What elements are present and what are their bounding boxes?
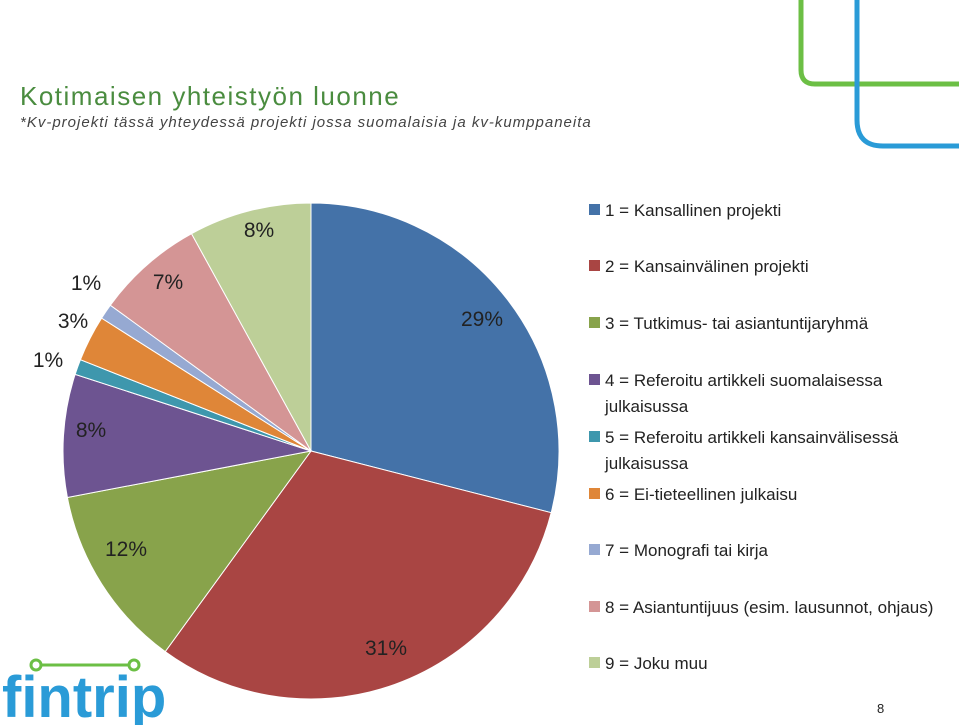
legend-label: 6 = Ei-tieteellinen julkaisu <box>605 485 798 504</box>
page-subtitle: *Kv-projekti tässä yhteydessä projekti j… <box>20 114 592 131</box>
slice-label-7: 1% <box>71 272 101 295</box>
slice-label-3: 12% <box>105 538 147 561</box>
pie-chart: 29% 31% 12% 8% 1% 3% 1% 7% 8% <box>33 202 560 700</box>
slice-label-5: 1% <box>33 349 63 372</box>
pie-slice-8 <box>109 233 312 452</box>
slice-label-2: 31% <box>365 637 407 660</box>
pie-slice-1 <box>310 202 560 514</box>
pie-slice-3 <box>66 450 313 653</box>
legend-label: 8 = Asiantuntijuus (esim. lausunnot, ohj… <box>605 598 934 617</box>
slice-label-1: 29% <box>461 308 503 331</box>
legend-label: 1 = Kansallinen projekti <box>605 201 782 220</box>
legend-swatch <box>589 544 600 555</box>
decorative-corner-lines <box>798 0 959 149</box>
page-number: 8 <box>877 701 885 716</box>
legend-label: 7 = Monografi tai kirja <box>605 541 768 560</box>
legend-label: 4 = Referoitu artikkeli suomalaisessa ju… <box>605 371 883 416</box>
logo-wordmark: fintrip <box>2 665 166 725</box>
pie-slice-2 <box>164 450 552 700</box>
page-title: Kotimaisen yhteistyön luonne <box>20 81 401 111</box>
fintrip-logo: fintrip <box>2 658 166 725</box>
pie-slices <box>62 202 560 700</box>
legend-swatch <box>589 260 600 271</box>
legend-label: 5 = Referoitu artikkeli kansainvälisessä… <box>605 428 899 473</box>
legend-label: 2 = Kansainvälinen projekti <box>605 257 809 276</box>
pie-slice-9 <box>190 202 312 452</box>
slice-label-8: 7% <box>153 271 183 294</box>
legend-label: 9 = Joku muu <box>605 654 708 673</box>
slice-label-9: 8% <box>244 219 274 242</box>
legend-swatch <box>589 317 600 328</box>
legend-swatch <box>589 204 600 215</box>
legend-swatch <box>589 488 600 499</box>
legend-swatch <box>589 431 600 442</box>
pie-slice-4 <box>62 373 312 499</box>
slice-label-6: 3% <box>58 310 88 333</box>
legend-label: 3 = Tutkimus- tai asiantuntijaryhmä <box>605 314 869 333</box>
legend-swatch <box>589 601 600 612</box>
slice-label-4: 8% <box>76 419 106 442</box>
pie-slice-labels: 29% 31% 12% 8% 1% 3% 1% 7% 8% <box>33 219 503 660</box>
legend-swatch <box>589 374 600 385</box>
legend-swatch <box>589 657 600 668</box>
